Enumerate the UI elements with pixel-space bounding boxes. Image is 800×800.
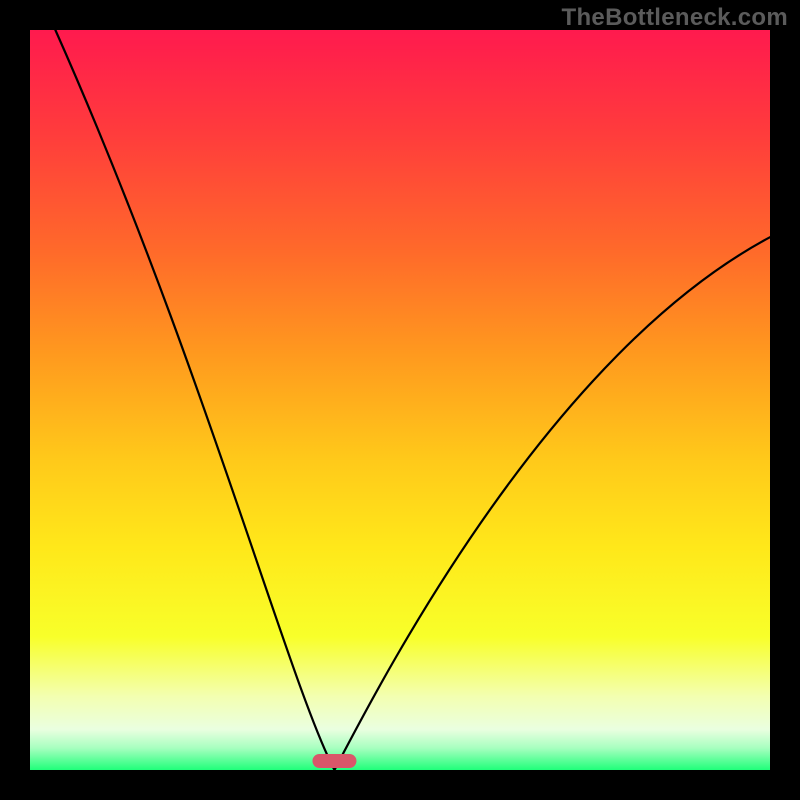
vertex-marker <box>312 754 356 768</box>
bottleneck-chart <box>0 0 800 800</box>
chart-frame: TheBottleneck.com <box>0 0 800 800</box>
gradient-background <box>30 30 770 770</box>
watermark-text: TheBottleneck.com <box>562 4 788 32</box>
